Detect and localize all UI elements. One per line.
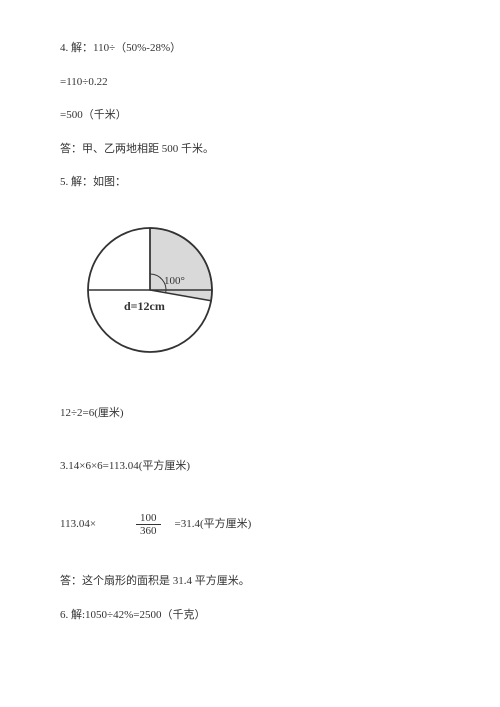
p4-line1: 4. 解：110÷（50%-28%）: [60, 40, 440, 58]
circle-diagram: 100° d=12cm: [60, 208, 240, 378]
fraction-denominator: 360: [136, 525, 161, 537]
p4-answer: 答：甲、乙两地相距 500 千米。: [60, 141, 440, 159]
p5-header: 5. 解：如图：: [60, 174, 440, 192]
p5-answer: 答：这个扇形的面积是 31.4 平方厘米。: [60, 573, 440, 591]
p6-line1: 6. 解:1050÷42%=2500（千克）: [60, 607, 440, 625]
fraction-numerator: 100: [136, 512, 161, 525]
p5-line2: 3.14×6×6=113.04(平方厘米): [60, 458, 440, 476]
fraction: 100 360: [136, 512, 161, 537]
eq-right: =31.4(平方厘米): [175, 516, 252, 534]
p5-fraction-equation: 113.04× 100 360 =31.4(平方厘米): [60, 512, 440, 537]
p4-line3: =500（千米）: [60, 107, 440, 125]
svg-text:100°: 100°: [164, 275, 185, 287]
eq-left: 113.04×: [60, 516, 130, 534]
p4-line2: =110÷0.22: [60, 74, 440, 92]
p5-line1: 12÷2=6(厘米): [60, 405, 440, 423]
svg-text:d=12cm: d=12cm: [124, 299, 165, 313]
circle-figure: 100° d=12cm: [60, 208, 440, 385]
